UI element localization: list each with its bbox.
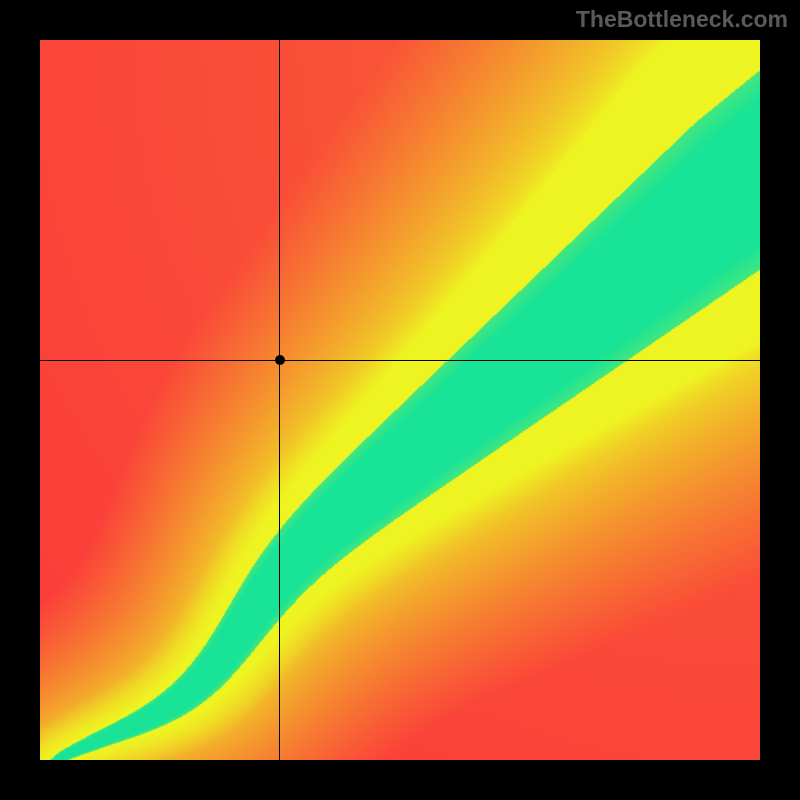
crosshair-horizontal — [40, 360, 760, 361]
chart-container: TheBottleneck.com — [0, 0, 800, 800]
crosshair-vertical — [279, 40, 280, 760]
heatmap-canvas — [40, 40, 760, 760]
plot-area — [40, 40, 760, 760]
data-point-marker — [275, 355, 285, 365]
watermark-text: TheBottleneck.com — [576, 6, 788, 33]
